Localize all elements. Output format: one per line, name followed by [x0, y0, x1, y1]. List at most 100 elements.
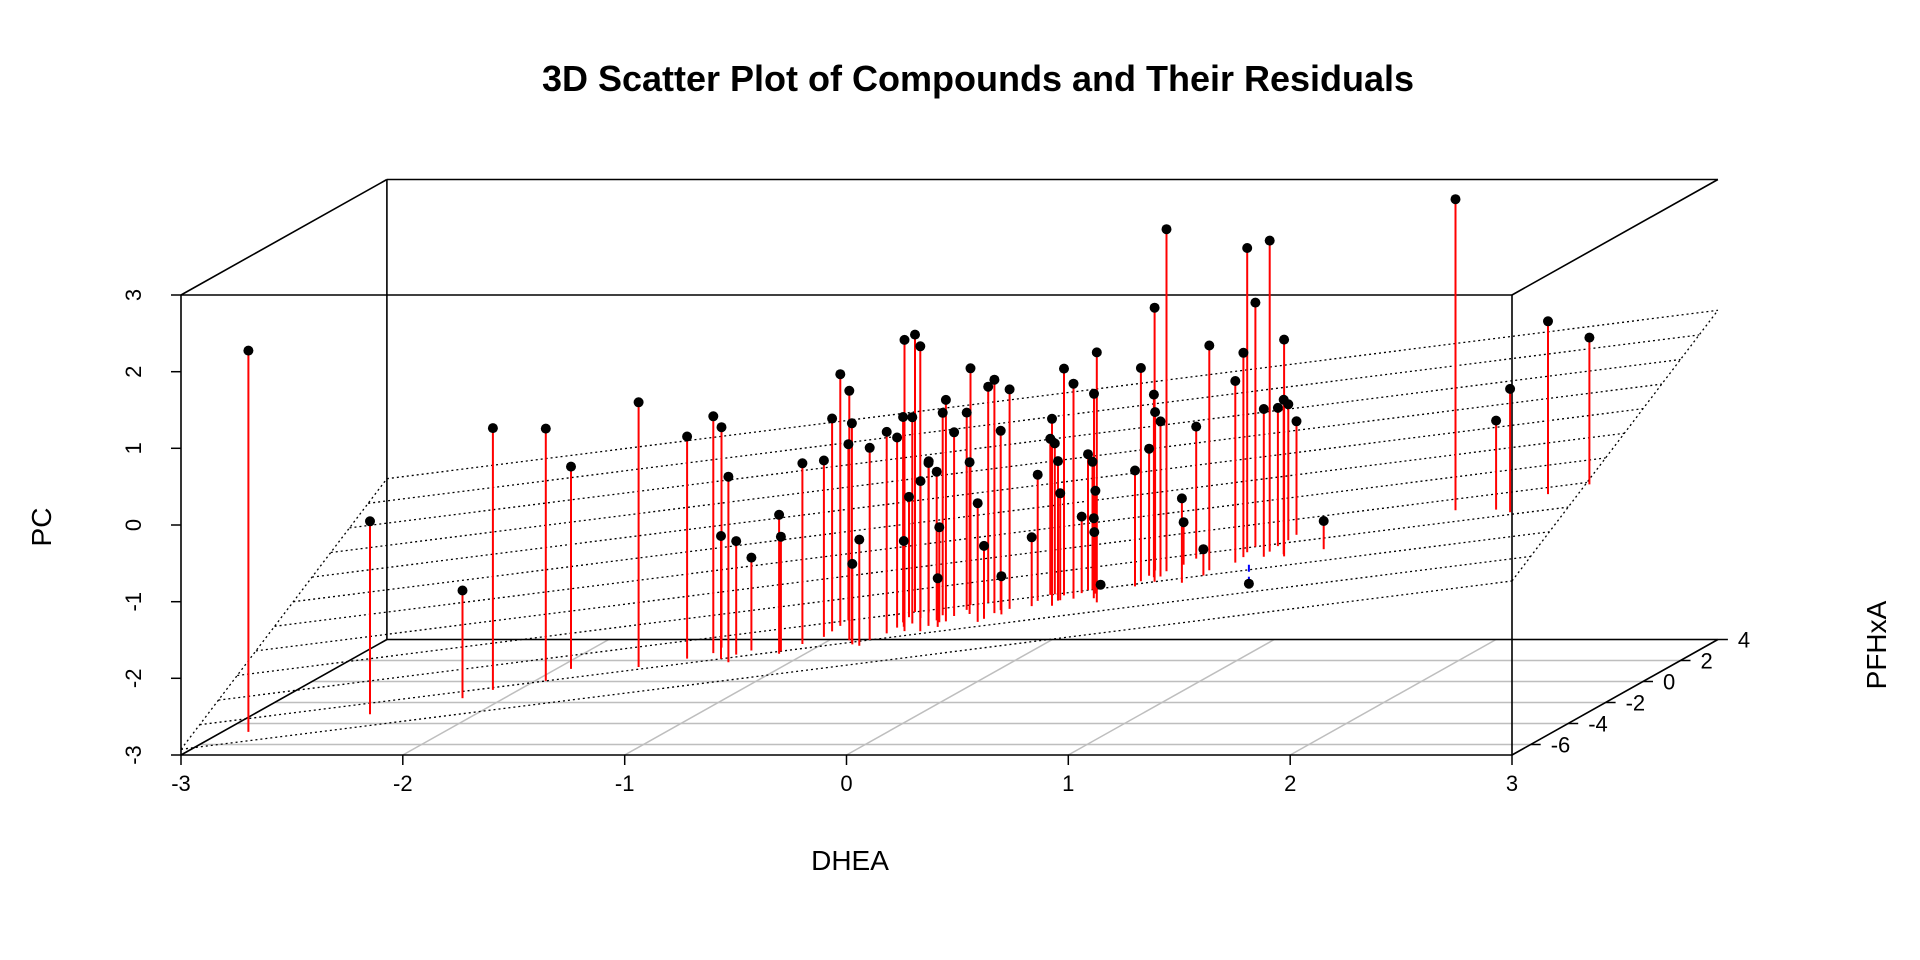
data-point — [1278, 394, 1289, 405]
data-point — [243, 345, 254, 356]
data-point — [746, 552, 757, 563]
data-point — [1095, 579, 1106, 590]
y-tick-label: 4 — [1738, 628, 1750, 653]
data-point — [487, 423, 498, 434]
data-point — [708, 411, 719, 422]
data-point — [1083, 449, 1093, 460]
data-point — [846, 418, 857, 429]
data-point — [1238, 347, 1249, 358]
data-point — [940, 394, 951, 405]
box-edge — [180, 638, 388, 756]
residual-lines — [247, 199, 1591, 732]
data-point — [1505, 383, 1516, 394]
data-point — [965, 363, 976, 374]
data-point — [1242, 243, 1253, 253]
box-edge — [1511, 178, 1719, 296]
data-point — [1055, 488, 1066, 499]
data-point — [731, 536, 742, 547]
floor-grid-line — [1289, 638, 1497, 756]
data-point — [1250, 297, 1261, 308]
plane-mesh-line — [368, 334, 1700, 504]
data-point — [1230, 376, 1241, 386]
data-point — [915, 341, 926, 352]
data-point — [931, 466, 942, 477]
data-point — [1264, 235, 1275, 246]
chart-title: 3D Scatter Plot of Compounds and Their R… — [542, 58, 1414, 99]
data-point — [1191, 421, 1202, 432]
data-point — [1491, 415, 1502, 426]
data-point — [1243, 578, 1254, 589]
data-point — [1089, 388, 1099, 399]
x-tick-label: -3 — [171, 771, 191, 796]
z-tick-label: 3 — [121, 289, 146, 301]
data-point — [1049, 438, 1060, 449]
plane-mesh-line — [293, 432, 1625, 603]
data-point — [1090, 485, 1101, 496]
y-tick-label: 0 — [1663, 670, 1675, 695]
data-point — [1026, 532, 1037, 543]
box-edge — [1511, 638, 1719, 756]
x-tick-label: 3 — [1506, 771, 1518, 796]
data-point — [892, 432, 903, 443]
data-point — [540, 423, 551, 434]
data-point — [972, 498, 983, 509]
floor-grid-line — [846, 638, 1053, 756]
x-tick-label: -1 — [615, 771, 635, 796]
data-point — [1584, 332, 1595, 343]
data-point — [1176, 493, 1187, 504]
plane-mesh-line — [199, 555, 1531, 726]
data-point — [1204, 340, 1215, 351]
data-point — [904, 491, 914, 502]
data-point — [910, 329, 920, 340]
data-point — [633, 397, 644, 408]
data-point — [1087, 456, 1098, 467]
data-point — [716, 531, 726, 541]
data-point — [1135, 363, 1146, 373]
data-point — [1272, 402, 1283, 413]
data-point — [1149, 302, 1160, 313]
z-tick-label: -3 — [121, 745, 146, 765]
data-point — [1047, 413, 1057, 424]
plane-mesh-line — [311, 408, 1644, 578]
data-point — [1150, 407, 1161, 418]
data-point — [1198, 544, 1209, 555]
data-point — [854, 534, 865, 545]
data-point — [1076, 511, 1087, 522]
data-point — [937, 407, 948, 418]
data-point — [365, 516, 375, 527]
data-point — [843, 439, 854, 450]
data-point — [682, 431, 693, 442]
y-tick-label: 2 — [1701, 649, 1713, 674]
data-point — [934, 522, 945, 533]
y-tick-label: -4 — [1588, 712, 1608, 737]
data-point — [1148, 389, 1159, 400]
z-tick-label: -1 — [121, 592, 146, 612]
z-tick-label: -2 — [121, 669, 146, 689]
data-point — [827, 413, 838, 424]
floor-grid-line — [402, 638, 610, 756]
data-point — [995, 425, 1006, 436]
plane-mesh-line — [180, 478, 388, 750]
data-point — [457, 585, 468, 596]
plane-mesh-line — [330, 383, 1662, 554]
data-point — [1161, 224, 1172, 235]
z-tick-label: 0 — [121, 519, 146, 531]
data-point — [989, 374, 1000, 385]
data-point — [716, 422, 727, 433]
data-point — [898, 536, 909, 546]
floor-grid-line — [624, 638, 831, 756]
data-point — [566, 461, 576, 472]
data-point — [1258, 404, 1269, 414]
x-tick-label: 0 — [840, 771, 852, 796]
data-point — [1089, 527, 1100, 538]
data-point — [723, 471, 734, 482]
data-point — [864, 442, 875, 453]
data-point — [775, 531, 786, 542]
data-point — [979, 540, 989, 551]
data-point — [835, 369, 846, 380]
plane-mesh-line — [180, 580, 1513, 750]
data-point — [1155, 416, 1166, 427]
x-tick-label: 2 — [1284, 771, 1296, 796]
